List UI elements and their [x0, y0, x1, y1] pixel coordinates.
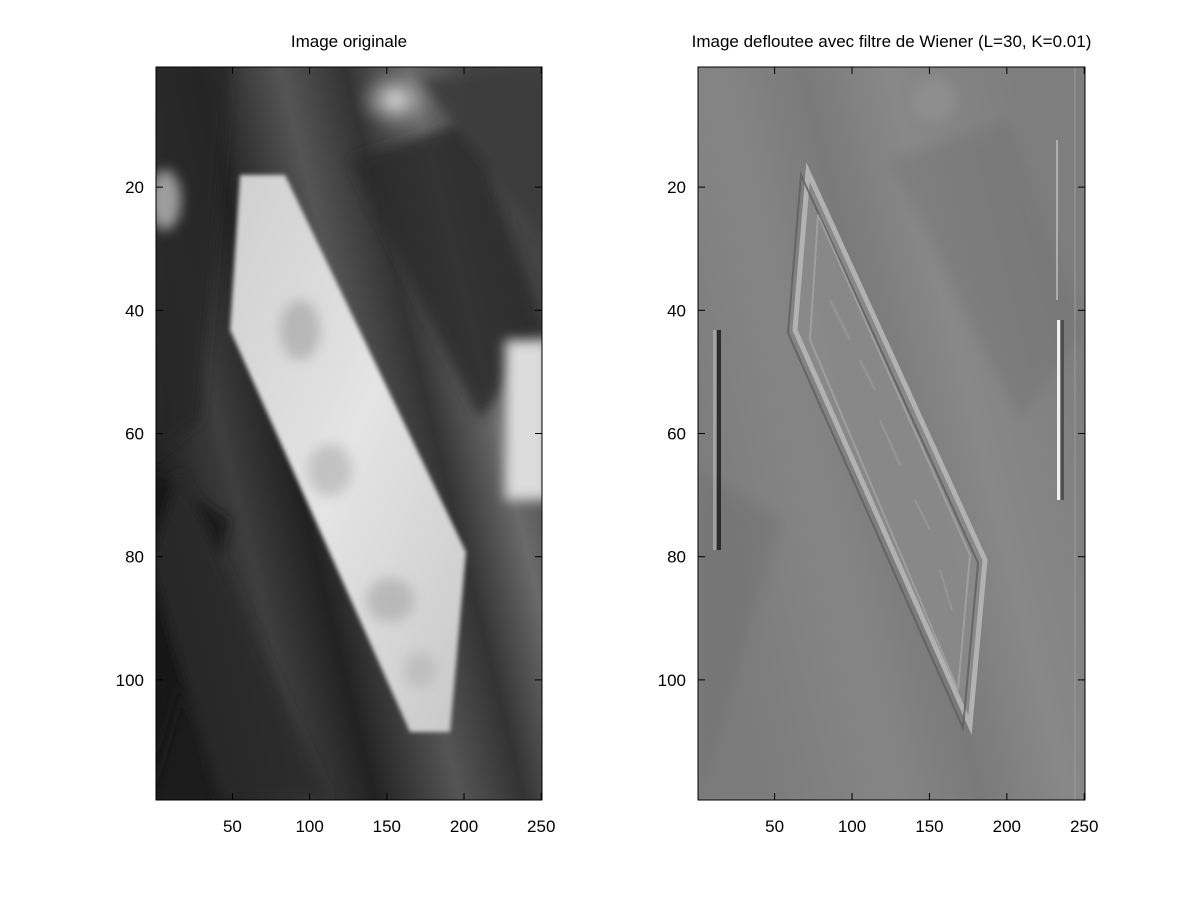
- panel-title: Image originale: [291, 32, 407, 51]
- ticks: 50 100 150 200 250 20 40 60 80 100: [658, 67, 1098, 836]
- y-tick-label: 100: [116, 671, 144, 690]
- x-tick-label: 50: [223, 817, 242, 836]
- x-tick-label: 200: [993, 817, 1021, 836]
- y-tick-label: 20: [125, 178, 144, 197]
- deblurred-image: [698, 67, 1085, 800]
- y-tick-label: 40: [125, 301, 144, 320]
- original-image: [156, 67, 542, 800]
- y-tick-label: 40: [667, 301, 686, 320]
- x-tick-label: 150: [373, 817, 401, 836]
- y-tick-label: 80: [125, 548, 144, 567]
- x-tick-label: 100: [838, 817, 866, 836]
- deblurred-image-panel: Image defloutee avec filtre de Wiener (L…: [658, 32, 1099, 836]
- y-tick-label: 60: [667, 425, 686, 444]
- panel-title: Image defloutee avec filtre de Wiener (L…: [692, 32, 1092, 51]
- x-tick-label: 200: [450, 817, 478, 836]
- y-tick-label: 60: [125, 425, 144, 444]
- x-tick-label: 250: [527, 817, 555, 836]
- x-tick-label: 50: [765, 817, 784, 836]
- y-tick-label: 20: [667, 178, 686, 197]
- y-tick-label: 80: [667, 548, 686, 567]
- y-tick-label: 100: [658, 671, 686, 690]
- x-tick-label: 100: [295, 817, 323, 836]
- original-image-panel: Image originale: [116, 32, 556, 836]
- x-tick-label: 150: [915, 817, 943, 836]
- x-tick-label: 250: [1070, 817, 1098, 836]
- ticks: 50 100 150 200 250 20 40 60 80 100: [116, 67, 555, 836]
